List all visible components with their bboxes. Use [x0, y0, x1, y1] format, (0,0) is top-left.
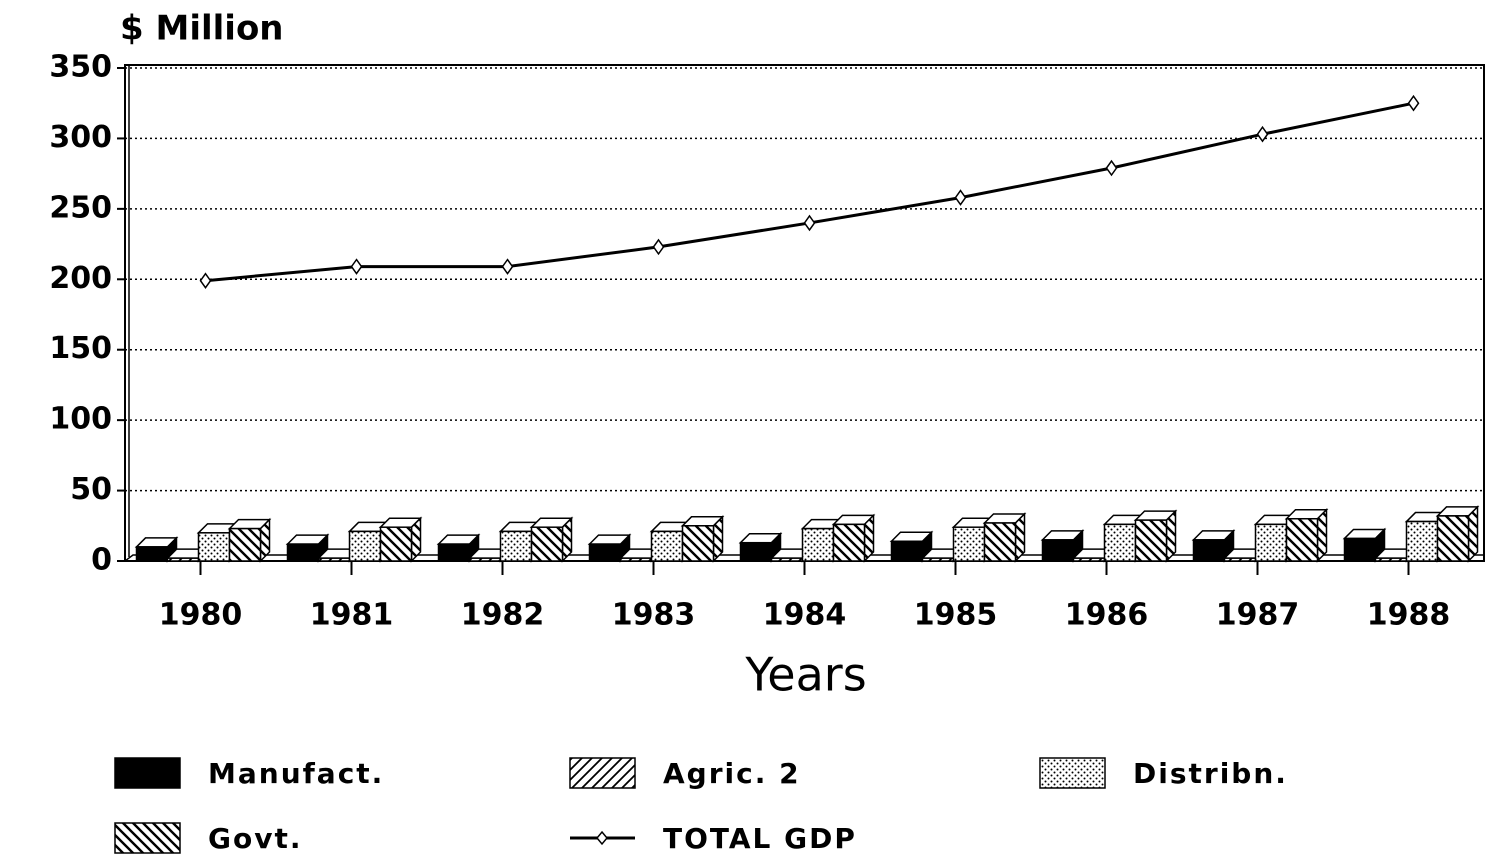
- bar-front: [1041, 539, 1075, 562]
- bar-front: [1134, 519, 1168, 562]
- bar-front: [286, 543, 320, 562]
- bar-front: [1072, 557, 1106, 562]
- legend-marker: [596, 830, 608, 846]
- x-tick-label: 1985: [914, 598, 998, 633]
- bar-side: [1165, 509, 1177, 563]
- bar: [738, 531, 783, 563]
- bar-front: [770, 557, 804, 562]
- bar-front: [1103, 523, 1137, 562]
- bar-front: [530, 526, 564, 562]
- bar-front: [1405, 520, 1439, 562]
- y-tick-label: 300: [49, 120, 112, 155]
- bar-front: [1343, 537, 1377, 562]
- legend-label: Agric. 2: [663, 757, 801, 790]
- marker: [1256, 125, 1269, 143]
- bar: [1133, 509, 1178, 563]
- bar: [587, 533, 632, 563]
- marker: [954, 189, 967, 206]
- x-axis-label: Years: [744, 648, 866, 702]
- bar-front: [348, 530, 382, 562]
- bar-front: [1223, 557, 1257, 562]
- marker: [501, 258, 514, 275]
- bar: [1435, 505, 1480, 563]
- marker: [350, 258, 363, 275]
- bar-front: [197, 532, 231, 562]
- bar-front: [952, 526, 986, 562]
- bar: [529, 516, 574, 563]
- bar-front: [681, 525, 715, 562]
- legend-label: Manufact.: [208, 757, 384, 790]
- bar-front: [135, 546, 169, 562]
- bar-front: [1285, 517, 1319, 562]
- bar: [1191, 529, 1236, 563]
- bar-front: [983, 522, 1017, 562]
- bar-front: [588, 543, 622, 562]
- marker: [803, 214, 816, 232]
- marker: [1105, 159, 1118, 177]
- bar: [982, 512, 1027, 563]
- x-tick-label: 1983: [612, 598, 696, 633]
- bar-front: [166, 557, 200, 562]
- bar-side: [712, 514, 724, 563]
- legend-label: Distribn.: [1133, 757, 1288, 790]
- bar-side: [1014, 512, 1026, 563]
- y-tick-label: 0: [91, 543, 112, 578]
- bar-front: [499, 530, 533, 562]
- line: [205, 101, 1414, 283]
- bar-front: [228, 527, 262, 562]
- bar-front: [468, 557, 502, 562]
- y-tick-label: 350: [49, 50, 112, 85]
- bar: [1284, 507, 1329, 563]
- bar-front: [379, 526, 413, 562]
- y-tick-label: 50: [70, 472, 112, 507]
- bar: [285, 533, 330, 563]
- marker: [652, 238, 665, 256]
- bar-front: [921, 557, 955, 562]
- x-tick-label: 1981: [310, 598, 394, 633]
- marker: [1407, 94, 1420, 112]
- bar-front: [1374, 557, 1408, 562]
- legend-label: TOTAL GDP: [663, 822, 857, 855]
- bar: [680, 514, 725, 563]
- legend-swatch: [114, 757, 181, 789]
- bar: [436, 533, 481, 563]
- floor: [124, 554, 1484, 562]
- bar-front: [832, 523, 866, 562]
- bar-front: [890, 540, 924, 562]
- x-tick-label: 1984: [763, 598, 847, 633]
- legend-label: Govt.: [208, 822, 303, 855]
- bar-front: [437, 543, 471, 562]
- x-tick-label: 1987: [1216, 598, 1300, 633]
- y-tick-label: 100: [49, 402, 112, 437]
- bar-front: [1436, 515, 1470, 562]
- legend-swatch: [114, 822, 181, 854]
- bar: [227, 517, 272, 563]
- y-tick-label: 200: [49, 261, 112, 296]
- bar-front: [801, 527, 835, 562]
- bar: [831, 513, 876, 563]
- plot-frame: [124, 64, 1485, 562]
- bar-side: [1316, 507, 1328, 563]
- bar-side: [863, 513, 875, 563]
- bar-side: [1467, 505, 1479, 563]
- bar-front: [1192, 539, 1226, 562]
- bar: [378, 516, 423, 563]
- x-tick-label: 1980: [159, 598, 243, 633]
- bar-front: [1254, 523, 1288, 562]
- y-tick-label: 150: [49, 331, 112, 366]
- legend-swatch: [569, 757, 636, 789]
- y-axis-label: $ Million: [120, 9, 284, 49]
- bar: [889, 530, 934, 563]
- marker: [199, 272, 212, 289]
- x-tick-label: 1986: [1065, 598, 1149, 633]
- x-tick-label: 1988: [1367, 598, 1451, 633]
- y-tick-label: 250: [49, 190, 112, 225]
- bar-front: [317, 557, 351, 562]
- x-tick-label: 1982: [461, 598, 545, 633]
- legend-swatch: [1039, 757, 1106, 789]
- bar-front: [739, 541, 773, 562]
- bar-front: [619, 557, 653, 562]
- bar-front: [650, 530, 684, 562]
